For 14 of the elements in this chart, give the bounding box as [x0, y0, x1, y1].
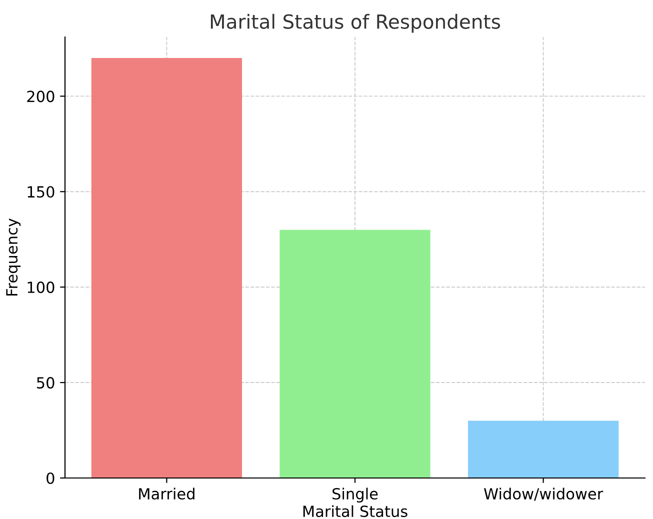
- bar: [280, 230, 430, 478]
- bar: [91, 58, 242, 478]
- y-tick-label: 50: [37, 377, 54, 389]
- bar: [468, 420, 619, 478]
- x-tick-label: Married: [139, 488, 194, 500]
- chart-title: Marital Status of Respondents: [210, 14, 500, 33]
- x-tick-label: Widow/widower: [484, 488, 604, 501]
- x-tick-label: Single: [332, 488, 378, 503]
- y-tick-label: 100: [28, 282, 54, 294]
- y-tick-label: 150: [28, 186, 54, 198]
- y-tick-label: 0: [46, 472, 54, 484]
- y-axis-title: Frequency: [6, 218, 21, 296]
- y-tick-label: 200: [27, 90, 54, 102]
- x-axis-title: Marital Status: [303, 505, 408, 518]
